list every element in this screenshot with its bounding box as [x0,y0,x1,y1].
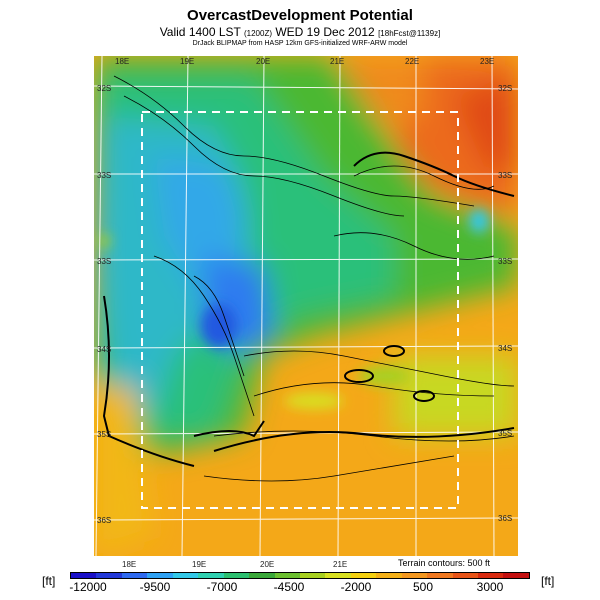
colorbar-label: 500 [412,580,434,594]
colorbar-segment [350,573,377,578]
lat-label: 35S [498,429,513,438]
valid-run: [18hFcst@1139z] [378,29,441,38]
lat-label: 33S [97,257,112,266]
colorbar-label: -2000 [340,580,372,594]
lon-label: 18E [122,560,137,569]
lat-label: 33S [498,257,513,266]
lon-label: 18E [115,57,130,66]
colorbar-label: 3000 [476,580,504,594]
colorbar-segment [401,573,428,578]
valid-date: WED 19 Dec 2012 [275,25,375,39]
colorbar-segment [71,573,97,578]
colorbar-label: -4500 [273,580,305,594]
lon-label: 22E [405,57,420,66]
colorbar-segment [172,573,199,578]
lat-label: 35S [97,430,112,439]
lon-label: 20E [256,57,271,66]
colorbar-segment [198,573,224,578]
colorbar-unit-right: [ft] [541,574,555,588]
lat-label: 34S [498,344,513,353]
lat-lon-grid [94,56,518,556]
lat-label: 33S [97,171,112,180]
lon-label: 20E [260,560,275,569]
lat-label: 34S [97,345,112,354]
colorbar-segment [299,573,326,578]
colorbar-segment [325,573,351,578]
lat-label: 36S [97,516,112,525]
colorbar-unit-left: [ft] [42,574,56,588]
colorbar-segment [121,573,148,578]
lon-label: 21E [333,560,348,569]
lat-label: 33S [498,171,513,180]
lon-label: 19E [180,57,195,66]
lat-label: 32S [498,84,513,93]
colorbar-segment [427,573,453,578]
valid-time-line: Valid 1400 LST (1200Z) WED 19 Dec 2012 [… [0,25,600,39]
colorbar-segment [96,573,122,578]
lon-label: 21E [330,57,345,66]
inner-domain-boundary [141,111,459,509]
lon-label: 23E [480,57,495,66]
colorbar-segment [376,573,402,578]
colorbar-segment [249,573,275,578]
colorbar-label: -9500 [139,580,171,594]
colorbar-segment [274,573,300,578]
lat-label: 32S [97,84,112,93]
colorbar-label: -7000 [206,580,238,594]
colorbar-segment [147,573,173,578]
overcast-field [94,56,518,556]
forecast-map[interactable] [94,56,518,556]
lat-label: 36S [498,514,513,523]
colorbar-segment [452,573,478,578]
colorbar [70,572,530,579]
colorbar-segment [478,573,504,578]
lon-label: 19E [192,560,207,569]
valid-code: (1200Z) [243,29,272,38]
map-title: OvercastDevelopment Potential [187,7,413,24]
colorbar-segment [503,573,529,578]
colorbar-segment [223,573,250,578]
colorbar-label: -12000 [69,580,107,594]
terrain-contour-note: Terrain contours: 500 ft [398,558,491,568]
valid-prefix: Valid 1400 LST [159,25,241,39]
terrain-contours-major [102,151,515,467]
model-credit: DrJack BLIPMAP from HASP 12km GFS-initia… [192,40,408,47]
